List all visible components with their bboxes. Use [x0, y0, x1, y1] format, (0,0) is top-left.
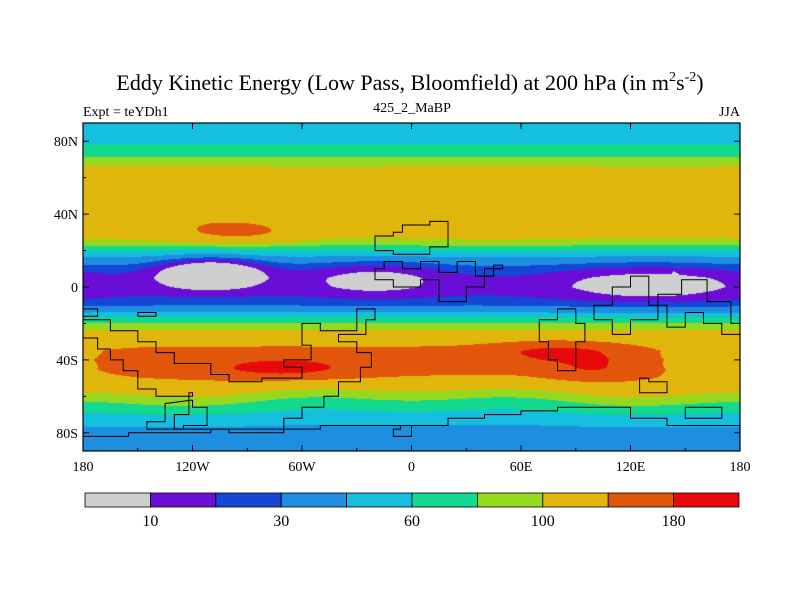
colorbar-label: 60 [404, 513, 420, 530]
coastline-segment [146, 399, 208, 430]
colorbar-box [542, 492, 609, 508]
colorbar: 10 30 60 100 180 [84, 492, 740, 530]
coastline-segment [374, 220, 449, 255]
coastline-segment [538, 308, 586, 372]
center-subtitle: 425_2_MaBP [373, 101, 451, 116]
x-tick-label: 0 [408, 460, 415, 475]
x-tick-label: 60E [510, 460, 533, 475]
low-value-spot [669, 271, 680, 281]
colorbar-label: 180 [662, 513, 686, 530]
map-field [83, 123, 740, 451]
low-value-spot [640, 276, 651, 286]
coastline-segment [374, 261, 504, 303]
colorbar-box [673, 492, 740, 508]
y-tick-label: 80N [54, 135, 78, 150]
coastline-segment [83, 308, 99, 317]
y-tick-label: 40N [54, 208, 78, 223]
x-tick-label: 180 [73, 460, 94, 475]
coastline-segment [83, 406, 740, 451]
colorbar-label: 10 [142, 513, 158, 530]
low-value-spot [373, 278, 384, 288]
coastline-segment [137, 312, 157, 317]
coastline-segment [684, 406, 723, 419]
axis-ticks: 180 120W 60W 0 60E 120E 180 80N 40N 0 40S 80S [54, 123, 751, 475]
colorbar-box [476, 492, 544, 508]
colorbar-box [280, 492, 348, 508]
left-subtitle: Expt = teYDh1 [83, 105, 169, 120]
colorbar-box [346, 492, 413, 508]
colorbar-box [607, 492, 675, 508]
colorbar-box [215, 492, 282, 508]
coastline-segment [639, 377, 668, 394]
coastlines [83, 220, 740, 451]
colorbar-box [84, 492, 151, 508]
chart-title: Eddy Kinetic Energy (Low Pass, Bloomfiel… [116, 70, 703, 95]
colorbar-label: 30 [273, 513, 289, 530]
x-tick-label: 120E [616, 460, 646, 475]
y-tick-label: 0 [71, 281, 78, 296]
y-tick-label: 40S [56, 354, 78, 369]
colorbar-box [411, 492, 478, 508]
coastline-segment [83, 308, 376, 434]
colorbar-label: 100 [531, 513, 555, 530]
right-subtitle: JJA [719, 105, 741, 120]
x-tick-label: 120W [175, 460, 210, 475]
coastline-segment [593, 275, 740, 335]
y-tick-label: 80S [56, 427, 78, 442]
x-tick-label: 180 [730, 460, 751, 475]
x-tick-label: 60W [288, 460, 316, 475]
colorbar-box [149, 492, 217, 508]
low-value-spots [373, 271, 680, 288]
